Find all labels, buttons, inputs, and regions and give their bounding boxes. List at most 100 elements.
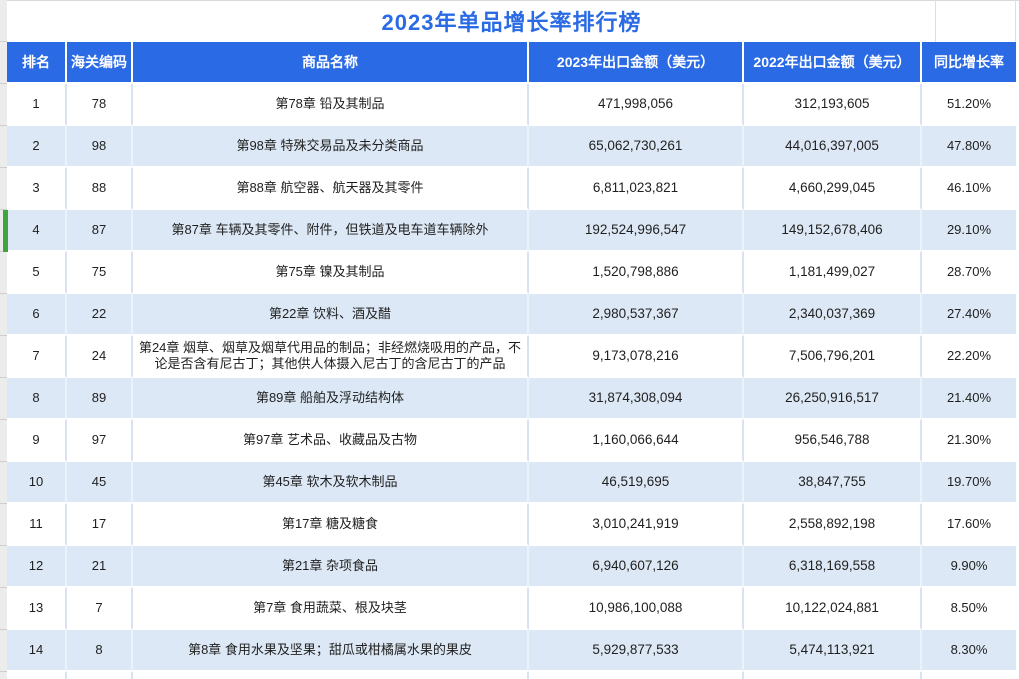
- cell-export-2023: 471,998,056: [529, 84, 744, 126]
- selected-row-marker: [3, 210, 8, 252]
- cell-export-2022: 149,152,678,406: [744, 210, 922, 252]
- cell-product: 第97章 艺术品、收藏品及古物: [133, 420, 529, 462]
- cell-empty: [133, 672, 529, 679]
- cell-rank: 6: [7, 294, 67, 336]
- table-row[interactable]: 10 45 第45章 软木及软木制品 46,519,695 38,847,755 19.7…: [7, 462, 1016, 504]
- cell-hs-code: 8: [67, 630, 133, 672]
- cell-growth: 22.20%: [922, 336, 1016, 378]
- table-row[interactable]: 12 21 第21章 杂项食品 6,940,607,126 6,318,169,558 9…: [7, 546, 1016, 588]
- cell-product: 第87章 车辆及其零件、附件，但铁道及电车道车辆除外: [133, 210, 529, 252]
- cell-growth: 51.20%: [922, 84, 1016, 126]
- table-row[interactable]: 13 7 第7章 食用蔬菜、根及块茎 10,986,100,088 10,122,024…: [7, 588, 1016, 630]
- cell-export-2022: 5,474,113,921: [744, 630, 922, 672]
- ranking-table: 排名 海关编码 商品名称 2023年出口金额（美元） 2022年出口金额（美元）…: [7, 42, 1016, 679]
- cell-rank: 9: [7, 420, 67, 462]
- cell-rank: 8: [7, 378, 67, 420]
- cell-product: 第24章 烟草、烟草及烟草代用品的制品；非经燃烧吸用的产品，不论是否含有尼古丁；…: [133, 336, 529, 378]
- cell-empty: [7, 672, 67, 679]
- header-product: 商品名称: [133, 42, 529, 84]
- cell-export-2022: 6,318,169,558: [744, 546, 922, 588]
- table-row[interactable]: 2 98 第98章 特殊交易品及未分类商品 65,062,730,261 44,016,…: [7, 126, 1016, 168]
- header-rank: 排名: [7, 42, 67, 84]
- table-row[interactable]: 5 75 第75章 镍及其制品 1,520,798,886 1,181,499,027 2…: [7, 252, 1016, 294]
- cell-rank: 1: [7, 84, 67, 126]
- cell-hs-code: 22: [67, 294, 133, 336]
- cell-export-2022: 26,250,916,517: [744, 378, 922, 420]
- cell-export-2023: 6,940,607,126: [529, 546, 744, 588]
- cell-growth: 46.10%: [922, 168, 1016, 210]
- cell-product: 第7章 食用蔬菜、根及块茎: [133, 588, 529, 630]
- cell-hs-code: 24: [67, 336, 133, 378]
- cell-hs-code: 78: [67, 84, 133, 126]
- header-export-2023: 2023年出口金额（美元）: [529, 42, 744, 84]
- cell-growth: 17.60%: [922, 504, 1016, 546]
- cell-growth: 9.90%: [922, 546, 1016, 588]
- cell-growth: 19.70%: [922, 462, 1016, 504]
- header-hs-code: 海关编码: [67, 42, 133, 84]
- cell-export-2022: 38,847,755: [744, 462, 922, 504]
- cell-rank: 14: [7, 630, 67, 672]
- cell-rank: 3: [7, 168, 67, 210]
- table-row[interactable]: 1 78 第78章 铅及其制品 471,998,056 312,193,605 51.20…: [7, 84, 1016, 126]
- cell-export-2022: 44,016,397,005: [744, 126, 922, 168]
- cell-rank: 4: [7, 210, 67, 252]
- cell-rank: 11: [7, 504, 67, 546]
- cell-export-2022: 956,546,788: [744, 420, 922, 462]
- cell-hs-code: 45: [67, 462, 133, 504]
- table-row[interactable]: 9 97 第97章 艺术品、收藏品及古物 1,160,066,644 956,546,7…: [7, 420, 1016, 462]
- cell-rank: 13: [7, 588, 67, 630]
- header-export-2022: 2022年出口金额（美元）: [744, 42, 922, 84]
- cell-product: 第88章 航空器、航天器及其零件: [133, 168, 529, 210]
- cell-product: 第21章 杂项食品: [133, 546, 529, 588]
- table-row-partial: [7, 672, 1016, 679]
- cell-rank: 2: [7, 126, 67, 168]
- table-row[interactable]: 3 88 第88章 航空器、航天器及其零件 6,811,023,821 4,660,29…: [7, 168, 1016, 210]
- cell-hs-code: 98: [67, 126, 133, 168]
- cell-rank: 5: [7, 252, 67, 294]
- cell-export-2023: 1,160,066,644: [529, 420, 744, 462]
- table-row[interactable]: 7 24 第24章 烟草、烟草及烟草代用品的制品；非经燃烧吸用的产品，不论是否含有尼…: [7, 336, 1016, 378]
- table-row[interactable]: 8 89 第89章 船舶及浮动结构体 31,874,308,094 26,250,916…: [7, 378, 1016, 420]
- cell-export-2023: 2,980,537,367: [529, 294, 744, 336]
- cell-export-2023: 9,173,078,216: [529, 336, 744, 378]
- table-header-row: 排名 海关编码 商品名称 2023年出口金额（美元） 2022年出口金额（美元）…: [7, 42, 1016, 84]
- cell-empty: [67, 672, 133, 679]
- cell-export-2023: 192,524,996,547: [529, 210, 744, 252]
- cell-hs-code: 17: [67, 504, 133, 546]
- cell-product: 第17章 糖及糖食: [133, 504, 529, 546]
- cell-hs-code: 75: [67, 252, 133, 294]
- cell-growth: 21.40%: [922, 378, 1016, 420]
- cell-empty: [529, 672, 744, 679]
- cell-export-2022: 1,181,499,027: [744, 252, 922, 294]
- cell-product: 第89章 船舶及浮动结构体: [133, 378, 529, 420]
- cell-growth: 28.70%: [922, 252, 1016, 294]
- report-sheet: 2023年单品增长率排行榜 排名 海关编码 商品名称 2023年出口金额（美元）…: [7, 0, 1016, 679]
- cell-export-2022: 4,660,299,045: [744, 168, 922, 210]
- cell-growth: 21.30%: [922, 420, 1016, 462]
- cell-export-2022: 312,193,605: [744, 84, 922, 126]
- cell-hs-code: 89: [67, 378, 133, 420]
- cell-export-2023: 5,929,877,533: [529, 630, 744, 672]
- page-title: 2023年单品增长率排行榜: [381, 10, 642, 35]
- cell-empty: [922, 672, 1016, 679]
- header-growth: 同比增长率: [922, 42, 1016, 84]
- table-row[interactable]: 4 87 第87章 车辆及其零件、附件，但铁道及电车道车辆除外 192,524,996…: [7, 210, 1016, 252]
- table-row[interactable]: 14 8 第8章 食用水果及坚果；甜瓜或柑橘属水果的果皮 5,929,877,533 5…: [7, 630, 1016, 672]
- cell-export-2022: 2,558,892,198: [744, 504, 922, 546]
- cell-hs-code: 21: [67, 546, 133, 588]
- table-row[interactable]: 6 22 第22章 饮料、酒及醋 2,980,537,367 2,340,037,369…: [7, 294, 1016, 336]
- cell-product: 第45章 软木及软木制品: [133, 462, 529, 504]
- sheet-top-gridline: [0, 0, 1019, 1]
- cell-product: 第22章 饮料、酒及醋: [133, 294, 529, 336]
- cell-rank: 12: [7, 546, 67, 588]
- cell-rank: 7: [7, 336, 67, 378]
- cell-growth: 47.80%: [922, 126, 1016, 168]
- cell-product: 第8章 食用水果及坚果；甜瓜或柑橘属水果的果皮: [133, 630, 529, 672]
- cell-growth: 29.10%: [922, 210, 1016, 252]
- cell-export-2022: 7,506,796,201: [744, 336, 922, 378]
- table-row[interactable]: 11 17 第17章 糖及糖食 3,010,241,919 2,558,892,198 1…: [7, 504, 1016, 546]
- cell-rank: 10: [7, 462, 67, 504]
- cell-export-2023: 3,010,241,919: [529, 504, 744, 546]
- cell-export-2022: 10,122,024,881: [744, 588, 922, 630]
- gridline: [935, 0, 936, 42]
